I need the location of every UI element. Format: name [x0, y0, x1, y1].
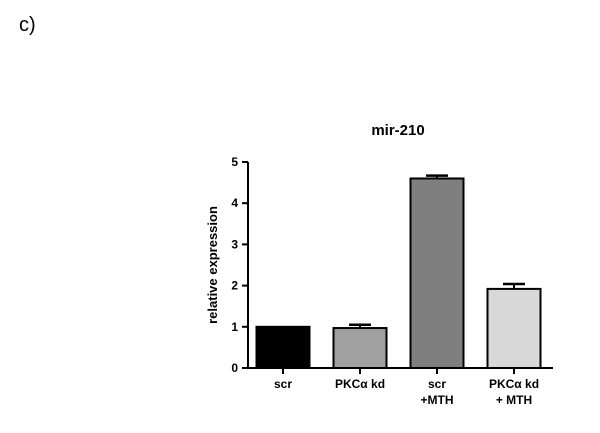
x-tick-label: scr — [274, 377, 292, 391]
x-tick-label-line2: +MTH — [421, 393, 454, 407]
y-axis-label: relative expression — [205, 206, 220, 324]
x-tick-label: scr — [428, 377, 446, 391]
x-axis: scr PKCα kd scr +MTH PKCα kd + MTH — [248, 367, 553, 407]
y-tick-label: 2 — [231, 279, 238, 293]
y-tick-label: 1 — [231, 320, 238, 334]
bar — [255, 325, 311, 369]
bar — [409, 177, 465, 369]
chart-title: mir-210 — [371, 122, 424, 139]
x-tick-label: PKCα kd — [335, 377, 385, 391]
panel-label: c) — [19, 14, 36, 36]
y-tick-label: 4 — [231, 196, 238, 210]
y-tick-label: 5 — [231, 155, 238, 169]
bars — [255, 174, 542, 370]
bar — [486, 287, 542, 369]
bar — [332, 327, 388, 370]
y-axis: 0 1 2 3 4 5 — [231, 155, 249, 375]
y-tick-label: 3 — [231, 237, 238, 251]
y-tick-label: 0 — [231, 361, 238, 375]
x-tick-label-line2: + MTH — [496, 393, 532, 407]
x-tick-label: PKCα kd — [489, 377, 539, 391]
